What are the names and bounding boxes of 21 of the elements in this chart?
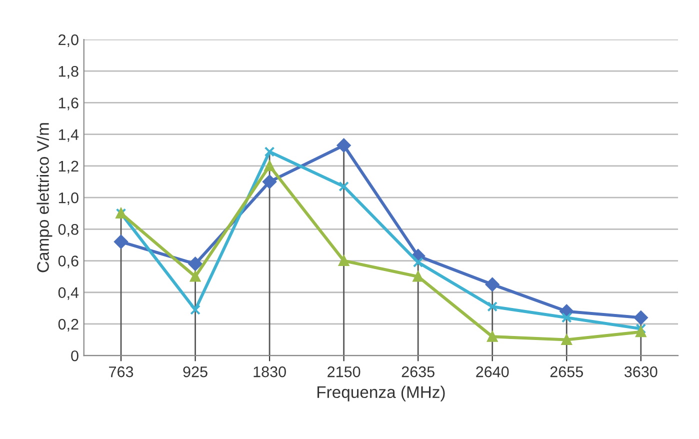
y-tick-label: 2,0 — [58, 34, 78, 47]
x-tick-label: 2635 — [402, 366, 434, 378]
x-tick-label: 2655 — [550, 366, 583, 378]
x-tick-label: 3630 — [624, 366, 658, 378]
y-tick-label: 1,6 — [58, 98, 78, 110]
y-tick-label: 0,2 — [58, 318, 78, 332]
y-tick-label: 1,0 — [58, 192, 78, 206]
y-tick-label: 1,8 — [58, 66, 78, 79]
y-tick-label: 0 — [71, 350, 78, 362]
x-tick-label: 2640 — [476, 366, 509, 378]
y-tick-label: 1,4 — [58, 129, 79, 142]
x-tick-label: 2150 — [328, 366, 360, 378]
y-axis-title: Campo elettrico V/m — [36, 123, 52, 272]
x-axis-title: Frequenza (MHz) — [317, 386, 445, 402]
y-tick-label: 0,6 — [58, 256, 78, 268]
x-tick-label: 763 — [109, 366, 134, 378]
x-tick-label: 925 — [183, 366, 208, 378]
y-tick-label: 0,8 — [58, 224, 78, 237]
y-tick-label: 0,4 — [58, 287, 79, 300]
x-tick-label: 1830 — [254, 366, 286, 378]
y-tick-label: 1,2 — [58, 160, 78, 174]
